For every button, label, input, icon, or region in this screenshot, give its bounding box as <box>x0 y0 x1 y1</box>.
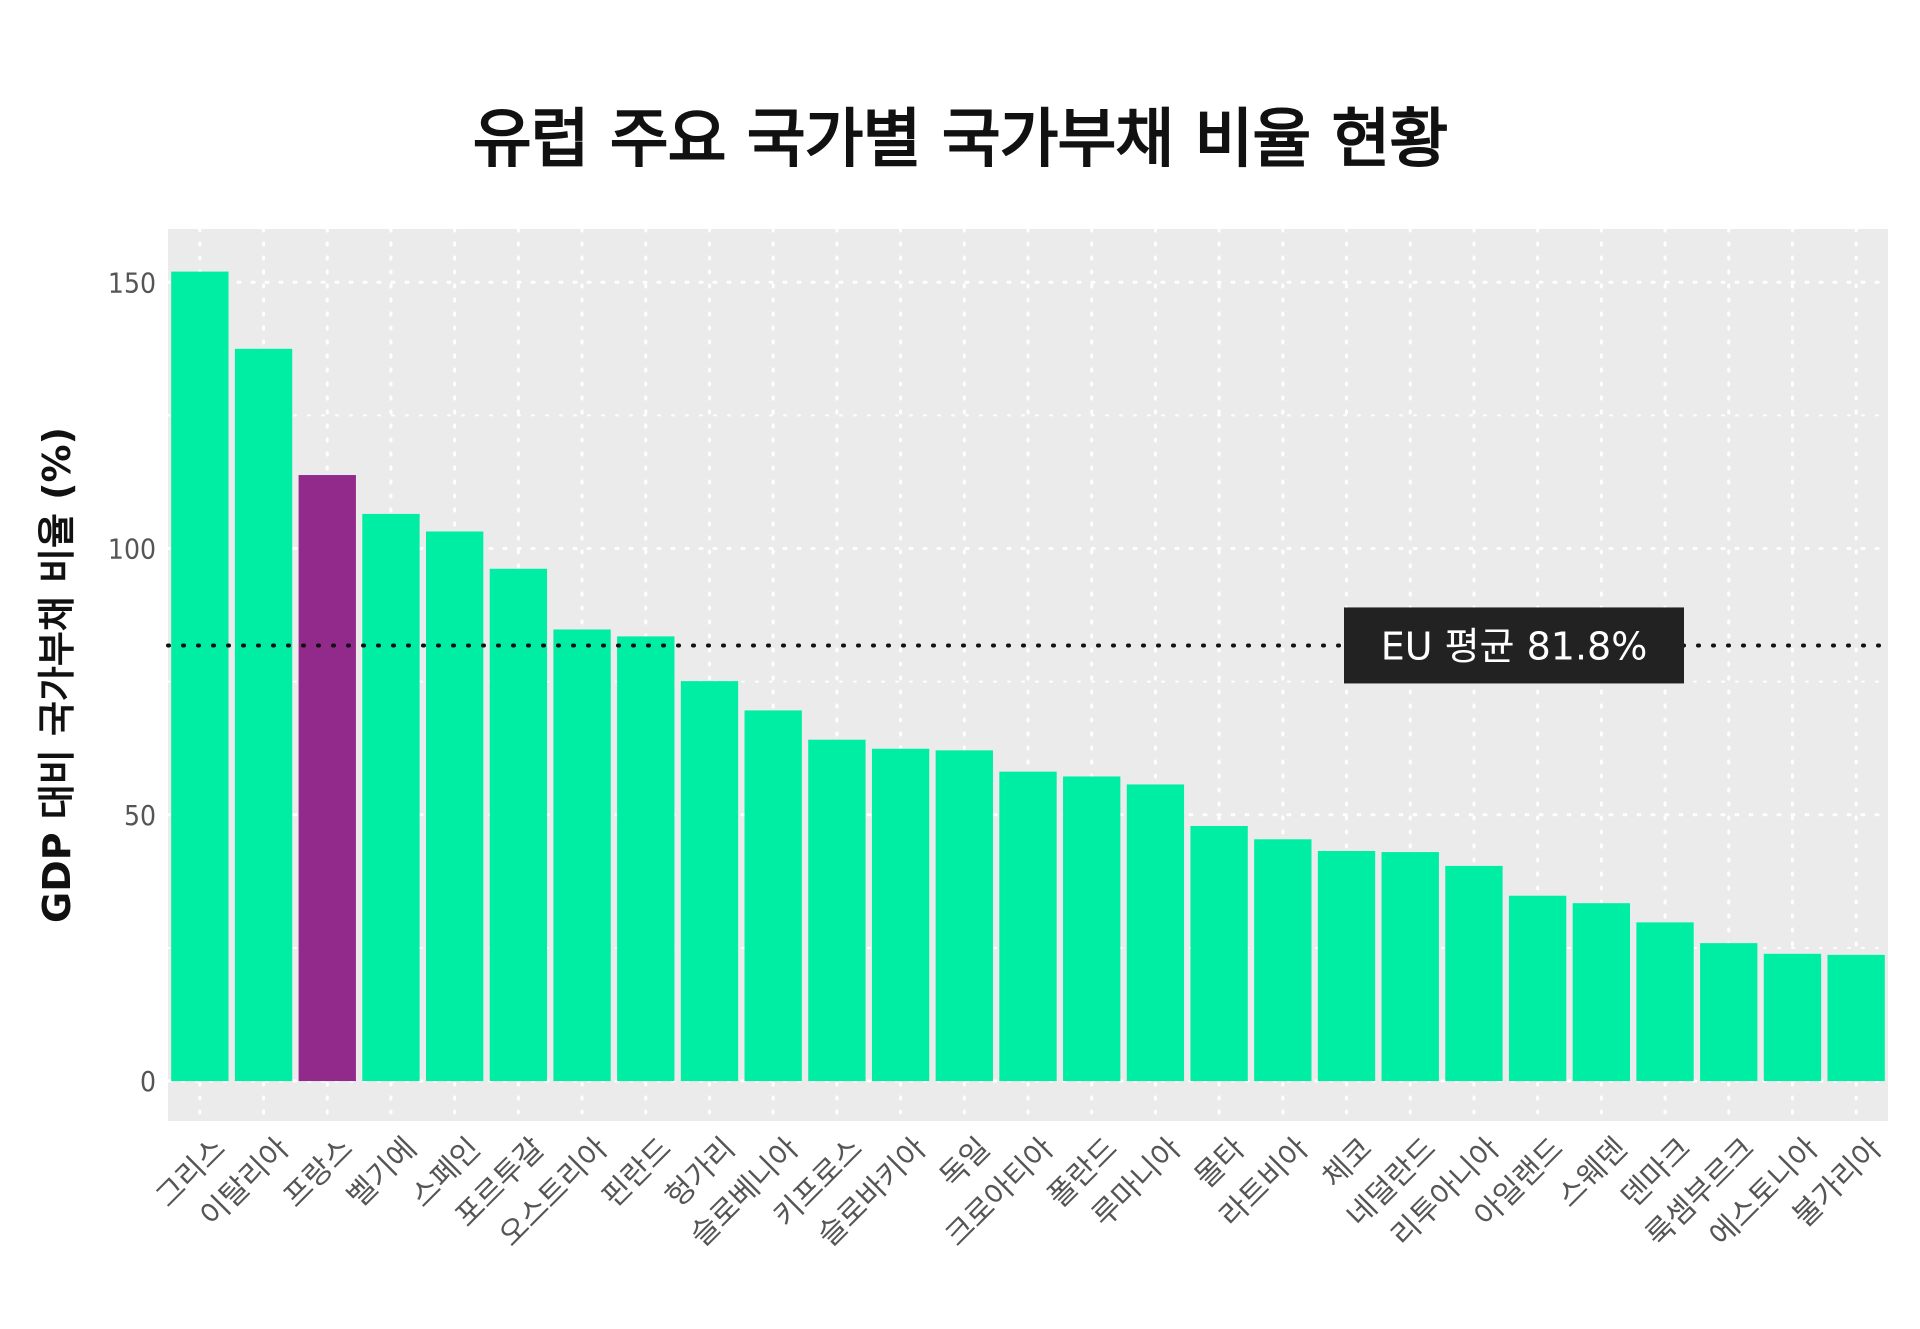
bar <box>808 739 866 1082</box>
bar <box>999 771 1057 1082</box>
bar <box>426 531 484 1082</box>
chart-title: 유럽 주요 국가별 국가부채 비율 현황 <box>472 103 1449 177</box>
y-tick-label: 0 <box>140 1065 156 1098</box>
bar <box>298 475 356 1082</box>
x-tick-label: 벨기에 <box>341 1131 424 1214</box>
bar <box>871 748 930 1082</box>
bar <box>1763 953 1822 1082</box>
bar <box>489 568 548 1082</box>
x-tick-label: 프랑스 <box>277 1131 360 1214</box>
bar <box>1508 895 1567 1082</box>
bar <box>1381 852 1439 1082</box>
bar <box>1126 784 1185 1082</box>
bar <box>362 513 420 1082</box>
bar <box>1317 851 1376 1082</box>
bar <box>617 636 675 1082</box>
y-tick-label: 100 <box>108 533 156 566</box>
bar <box>1190 825 1248 1082</box>
bar <box>1445 865 1503 1082</box>
bar <box>171 271 229 1082</box>
eu-average-label: EU 평균 81.8% <box>1381 624 1648 668</box>
bar <box>1636 922 1694 1082</box>
y-tick-label: 50 <box>124 799 156 832</box>
bar <box>680 681 739 1082</box>
bar <box>1063 776 1121 1082</box>
y-axis-title: GDP 대비 국가부채 비율 (%) <box>35 427 79 923</box>
bar <box>1254 839 1312 1082</box>
bar <box>1827 954 1885 1082</box>
bar <box>553 629 611 1082</box>
bar <box>744 710 802 1082</box>
y-tick-label: 150 <box>108 266 156 299</box>
x-tick-label: 스웨덴 <box>1551 1131 1634 1214</box>
x-tick-label: 핀란드 <box>595 1131 678 1214</box>
eu-average-label-box <box>1344 607 1684 684</box>
bar <box>1572 903 1630 1082</box>
bar <box>935 750 993 1082</box>
bar <box>234 348 293 1082</box>
bar <box>1700 943 1758 1082</box>
